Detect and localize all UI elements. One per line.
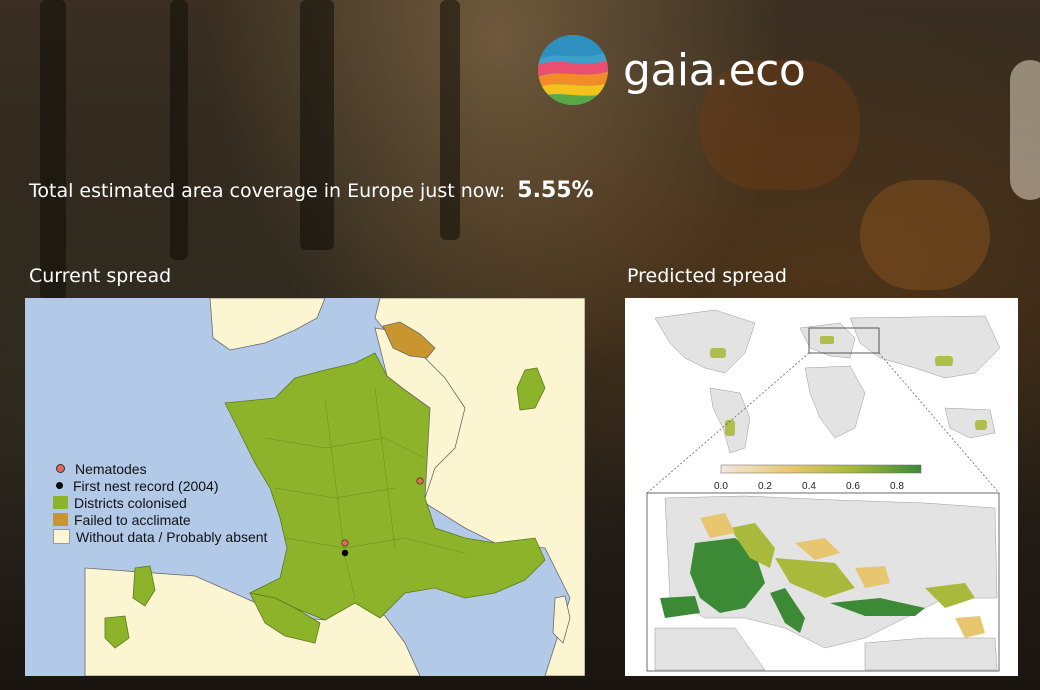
scale-tick: 0.2 <box>758 481 772 492</box>
scale-tick: 0.4 <box>802 481 816 492</box>
legend-item: Districts colonised <box>53 494 267 511</box>
legend-item: Failed to acclimate <box>53 511 267 528</box>
absent-swatch <box>53 529 70 544</box>
legend-label: Failed to acclimate <box>74 511 191 528</box>
current-spread-map[interactable]: Nematodes First nest record (2004) Distr… <box>25 298 585 676</box>
map-legend: Nematodes First nest record (2004) Distr… <box>53 460 267 545</box>
brand-name: gaia.eco <box>623 44 806 96</box>
scale-tick: 0.0 <box>714 481 728 492</box>
predicted-spread-title: Predicted spread <box>627 265 787 287</box>
nest-marker-icon <box>56 482 63 489</box>
probability-scale-ticks: 0.0 0.2 0.4 0.6 0.8 <box>714 481 921 495</box>
coverage-label: Total estimated area coverage in Europe … <box>29 180 506 202</box>
legend-label: Nematodes <box>75 460 147 477</box>
predicted-spread-map-graphic <box>627 300 1016 672</box>
legend-item: First nest record (2004) <box>53 477 267 494</box>
tree-trunk <box>170 0 188 260</box>
tree-trunk <box>40 0 66 300</box>
scale-tick: 0.6 <box>846 481 860 492</box>
gaia-logo-icon <box>538 35 608 105</box>
colonised-swatch <box>53 496 68 509</box>
tree-trunk <box>300 0 334 250</box>
nest-shape <box>1010 60 1040 200</box>
scale-tick: 0.8 <box>890 481 904 492</box>
legend-label: Without data / Probably absent <box>76 528 268 545</box>
brand[interactable]: gaia.eco <box>537 34 806 106</box>
tree-trunk <box>440 0 460 240</box>
legend-label: First nest record (2004) <box>73 477 219 494</box>
current-spread-map-graphic <box>84 298 585 676</box>
current-spread-title: Current spread <box>29 265 172 287</box>
hornet-shape <box>700 60 860 190</box>
coverage-summary: Total estimated area coverage in Europe … <box>29 178 594 203</box>
legend-label: Districts colonised <box>74 494 187 511</box>
nematodes-marker-icon <box>56 464 65 473</box>
coverage-value: 5.55% <box>517 178 594 203</box>
legend-item: Without data / Probably absent <box>53 528 267 545</box>
predicted-spread-map[interactable]: 0.0 0.2 0.4 0.6 0.8 <box>625 298 1018 676</box>
failed-swatch <box>53 513 68 526</box>
hornet-shape <box>860 180 990 290</box>
legend-item: Nematodes <box>53 460 267 477</box>
